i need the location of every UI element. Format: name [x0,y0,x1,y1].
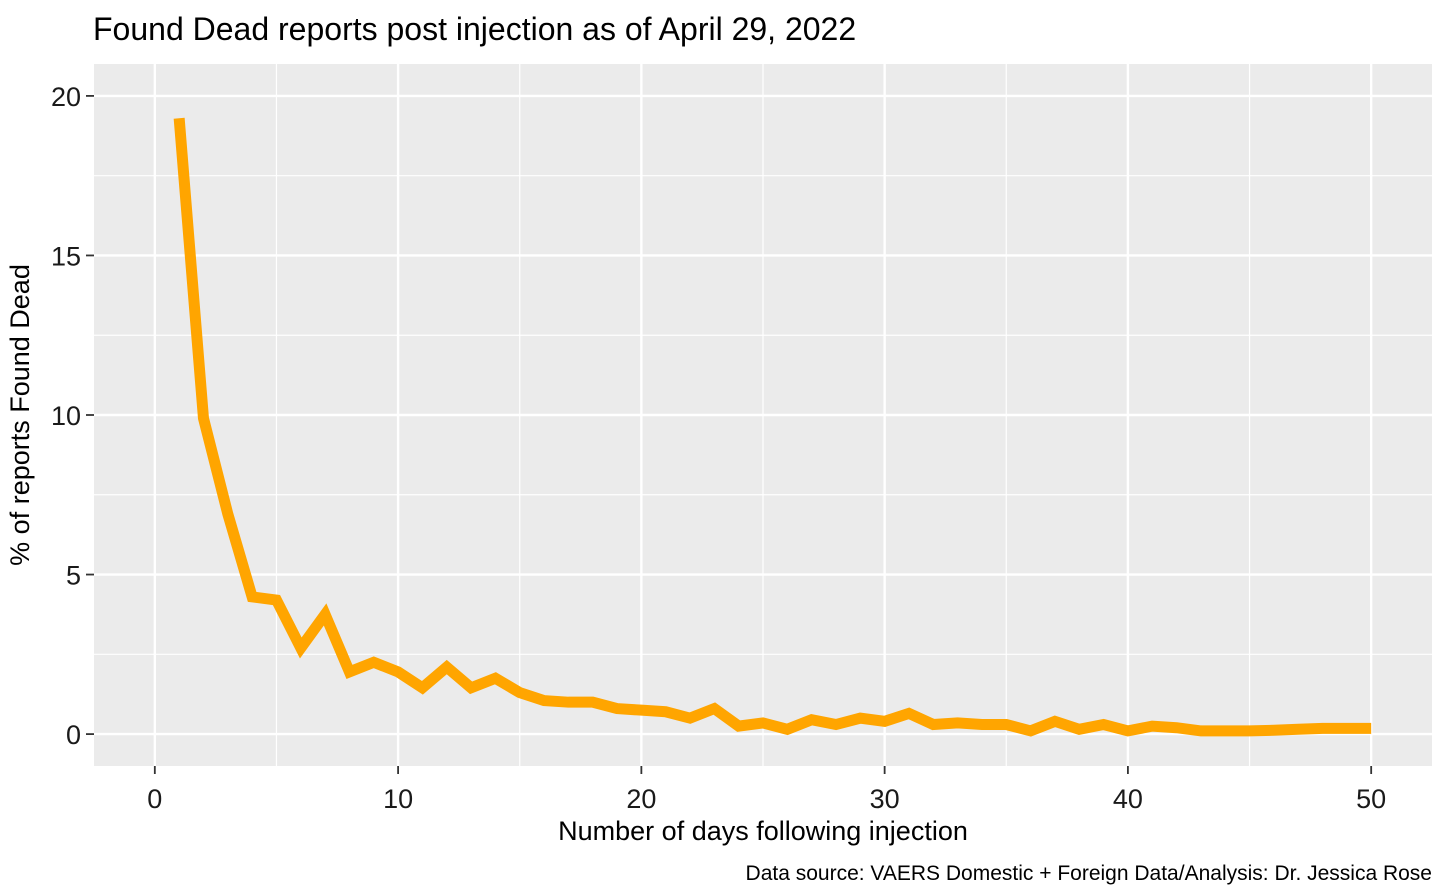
y-tick-label: 5 [66,561,81,591]
x-tick-label: 10 [383,784,413,814]
y-axis: 0 5 10 15 20 [51,82,94,750]
x-axis: 0 10 20 30 40 50 [147,766,1386,814]
chart-title: Found Dead reports post injection as of … [93,11,856,47]
x-tick-label: 20 [626,784,656,814]
y-tick-label: 15 [51,241,81,271]
x-tick-label: 0 [147,784,162,814]
chart-caption: Data source: VAERS Domestic + Foreign Da… [746,862,1432,885]
x-axis-title: Number of days following injection [558,816,968,846]
series-line [173,117,1372,737]
x-tick-label: 30 [870,784,900,814]
y-tick-label: 10 [51,401,81,431]
y-tick-label: 20 [51,82,81,112]
y-tick-label: 0 [66,720,81,750]
x-tick-label: 40 [1113,784,1143,814]
series-found-dead [173,117,1372,737]
y-axis-title: % of reports Found Dead [5,264,35,566]
x-tick-label: 50 [1356,784,1386,814]
